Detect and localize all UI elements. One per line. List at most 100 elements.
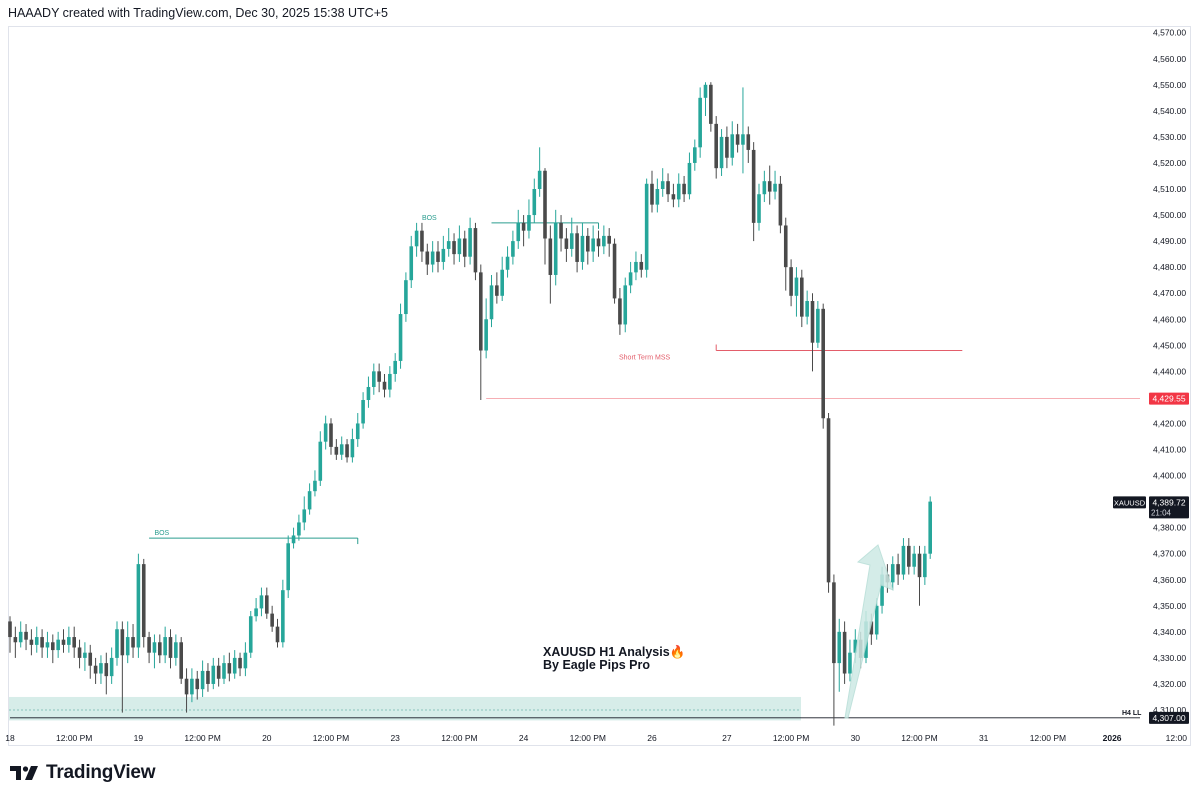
bearish-candle-body: [72, 637, 76, 648]
time-tick-label: 23: [390, 733, 400, 743]
bullish-candle-body: [254, 608, 258, 617]
bullish-candle-body: [516, 222, 521, 242]
bullish-candle-body: [211, 665, 216, 684]
chart-header-text: HAAADY created with TradingView.com, Dec…: [8, 6, 388, 20]
bullish-candle-body: [388, 373, 392, 390]
bearish-candle-body: [869, 621, 874, 635]
bullish-candle-body: [655, 189, 660, 205]
bearish-candle-body: [767, 181, 772, 192]
bearish-candle-body: [436, 251, 440, 262]
bullish-candle-body: [623, 285, 628, 325]
bullish-candle-body: [912, 553, 916, 567]
bullish-candle-body: [634, 261, 638, 273]
time-tick-label: 12:00 PM: [773, 733, 809, 743]
bearish-candle-body: [270, 613, 274, 627]
bearish-candle-body: [543, 170, 547, 239]
time-tick-label: 30: [851, 733, 861, 743]
bullish-candle-body: [505, 256, 510, 270]
h4-ll-label: H4 LL: [1122, 710, 1142, 717]
bullish-candle-body: [302, 509, 307, 523]
bullish-candle-body: [313, 480, 317, 492]
bullish-candle-body: [890, 564, 895, 583]
time-tick-label: 27: [722, 733, 732, 743]
bullish-candle-body: [323, 423, 328, 442]
bearish-candle-body: [495, 285, 499, 296]
bullish-candle-body: [393, 360, 397, 374]
bullish-candle-body: [500, 269, 504, 296]
bearish-candle-body: [88, 652, 93, 666]
bearish-candle-body: [709, 84, 713, 124]
demand-zone: [9, 696, 801, 721]
symbol-badge: [1113, 496, 1146, 509]
bullish-candle-body: [115, 629, 119, 658]
bullish-candle-body: [398, 314, 403, 361]
bearish-candle-body: [24, 631, 28, 640]
time-tick-label: 2026: [1103, 733, 1122, 743]
bullish-candle-body: [355, 423, 360, 440]
bullish-candle-body: [457, 238, 462, 255]
bearish-candle-body: [564, 238, 569, 249]
brand-name: TradingView: [46, 762, 156, 783]
bearish-candle-body: [206, 670, 210, 684]
price-tick-label: 4,460.00: [1153, 314, 1186, 324]
bearish-candle-body: [40, 637, 44, 648]
price-tick-label: 4,420.00: [1153, 418, 1186, 428]
bearish-candle-body: [462, 238, 467, 257]
bullish-candle-body: [901, 545, 906, 575]
bullish-candle-body: [441, 248, 446, 262]
time-tick-label: 24: [519, 733, 529, 743]
bearish-candle-body: [639, 261, 644, 270]
bearish-candle-body: [158, 642, 162, 656]
price-tick-label: 4,410.00: [1153, 445, 1186, 455]
bullish-candle-body: [853, 639, 858, 653]
bullish-candle-body: [286, 543, 290, 591]
time-tick-label: 20: [262, 733, 272, 743]
bullish-candle-body: [816, 308, 820, 343]
bullish-candle-body: [307, 491, 312, 510]
bearish-candle-body: [800, 277, 804, 317]
bos-label: BOS: [154, 530, 169, 537]
bullish-candle-body: [484, 319, 488, 351]
bullish-candle-body: [109, 657, 114, 677]
bearish-candle-body: [682, 183, 686, 195]
bullish-candle-body: [361, 400, 365, 424]
bullish-candle-body: [837, 631, 842, 664]
price-tick-label: 4,380.00: [1153, 523, 1186, 533]
price-tick-label: 4,340.00: [1153, 627, 1186, 637]
bearish-candle-body: [832, 582, 836, 664]
bullish-candle-body: [848, 652, 852, 674]
bearish-candle-body: [131, 637, 135, 648]
bullish-candle-body: [125, 637, 130, 656]
bullish-candle-body: [693, 147, 697, 163]
bullish-candle-body: [152, 642, 157, 653]
price-tick-label: 4,450.00: [1153, 340, 1186, 350]
bullish-candle-body: [703, 84, 708, 98]
bearish-candle-body: [896, 564, 900, 575]
bullish-candle-body: [318, 441, 323, 481]
bearish-candle-body: [789, 267, 793, 296]
bullish-candle-body: [602, 235, 606, 247]
time-tick-label: 31: [979, 733, 989, 743]
bullish-candle-body: [489, 285, 494, 320]
bullish-candle-body: [200, 670, 205, 690]
bullish-candle-body: [248, 616, 253, 653]
bearish-candle-body: [821, 308, 825, 419]
bullish-candle-body: [580, 235, 585, 262]
time-tick-label: 18: [5, 733, 15, 743]
bullish-candle-body: [190, 678, 194, 695]
bearish-candle-body: [120, 629, 125, 656]
analysis-title: XAUUSD H1 Analysis🔥: [543, 645, 685, 659]
bearish-candle-body: [227, 663, 232, 674]
price-tick-label: 4,470.00: [1153, 288, 1186, 298]
time-axis: 18 12:00 PM 19 12:00 PM 20 12:00 PM 23 12:00 PM…: [5, 733, 1187, 743]
bearish-candle-body: [329, 423, 333, 447]
time-tick-label: 19: [134, 733, 144, 743]
bearish-candle-body: [725, 136, 729, 158]
bullish-candle-body: [414, 230, 419, 247]
bullish-candle-body: [222, 663, 226, 679]
bullish-candle-body: [537, 170, 542, 189]
bullish-candle-body: [366, 386, 371, 401]
bearish-candle-body: [61, 639, 66, 645]
brand-logo[interactable]: TradingView: [10, 762, 156, 784]
